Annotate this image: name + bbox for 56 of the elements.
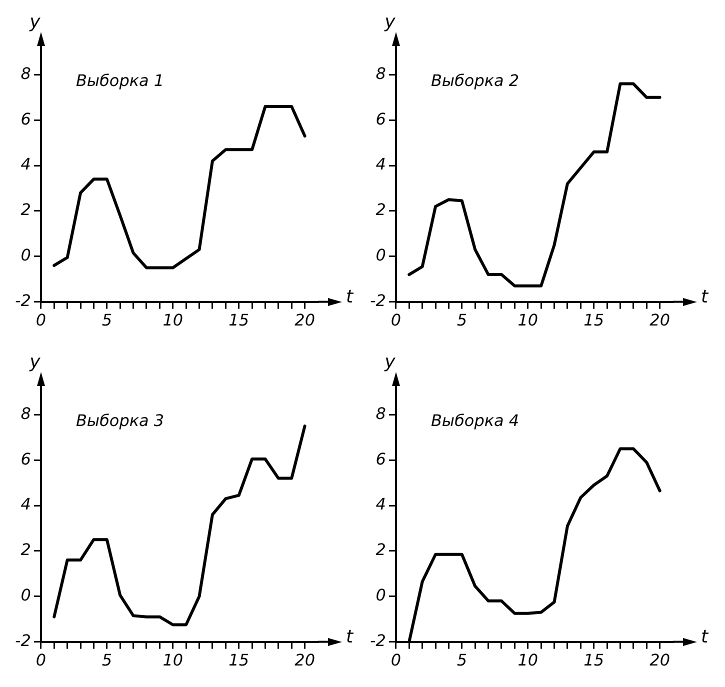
y-tick-label: 0 <box>376 586 386 605</box>
y-tick-label: 0 <box>376 246 386 265</box>
y-tick-label: -2 <box>15 630 31 650</box>
x-tick-label: 20 <box>650 650 670 670</box>
y-tick-label: 0 <box>20 586 31 605</box>
x-tick-label: 20 <box>294 310 315 330</box>
x-tick-label: 0 <box>390 310 402 330</box>
y-axis-title: y <box>28 352 41 373</box>
y-tick-label: 0 <box>20 246 31 265</box>
text: Выборка 2 <box>430 71 520 90</box>
x-tick-label: 5 <box>456 650 468 670</box>
y-tick-label: 2 <box>376 540 386 560</box>
x-tick-label: 15 <box>584 310 604 330</box>
y-tick-label: 8 <box>376 404 386 423</box>
y-tick-label: 4 <box>376 154 386 174</box>
y-tick-label: 8 <box>20 64 31 83</box>
x-tick-label: 0 <box>36 650 46 670</box>
y-tick-label: 4 <box>20 154 31 174</box>
x-axis-title: t <box>701 286 709 308</box>
x-tick-label: 5 <box>102 650 112 670</box>
x-tick-label: 5 <box>456 310 468 330</box>
y-tick-label: 4 <box>376 494 386 514</box>
y-tick-label: -2 <box>15 290 31 310</box>
x-axis-title: t <box>346 286 354 308</box>
y-tick-label: 4 <box>20 494 31 514</box>
x-tick-label: 5 <box>102 310 112 330</box>
y-tick-label: 6 <box>376 449 386 468</box>
x-tick-label: 10 <box>518 310 538 330</box>
text: Выборка 3 <box>76 411 164 430</box>
text: Выборка 4 <box>430 411 520 430</box>
x-tick-label: 15 <box>584 650 604 670</box>
y-tick-label: 6 <box>20 109 31 128</box>
x-tick-label: 10 <box>162 650 184 670</box>
x-axis-title: t <box>346 626 354 648</box>
y-tick-label: 6 <box>20 449 31 468</box>
y-axis-title: y <box>384 12 396 33</box>
y-axis-title: y <box>384 352 396 373</box>
x-tick-label: 10 <box>162 310 184 330</box>
x-axis-title: t <box>701 626 709 648</box>
x-tick-label: 0 <box>36 310 46 330</box>
y-tick-label: 6 <box>376 109 386 128</box>
y-tick-label: 8 <box>20 404 31 423</box>
y-tick-label: 2 <box>376 200 386 220</box>
x-tick-label: 15 <box>228 650 250 670</box>
y-tick-label: 8 <box>376 64 386 83</box>
y-tick-label: -2 <box>370 290 386 310</box>
x-tick-label: 10 <box>518 650 538 670</box>
x-tick-label: 20 <box>294 650 315 670</box>
y-tick-label: -2 <box>370 630 386 650</box>
y-axis-title: y <box>28 12 41 33</box>
x-tick-label: 0 <box>390 650 402 670</box>
y-tick-label: 2 <box>20 200 31 220</box>
text: Выборка 1 <box>76 71 164 90</box>
y-tick-label: 2 <box>20 540 31 560</box>
x-tick-label: 15 <box>228 310 250 330</box>
x-tick-label: 20 <box>650 310 670 330</box>
